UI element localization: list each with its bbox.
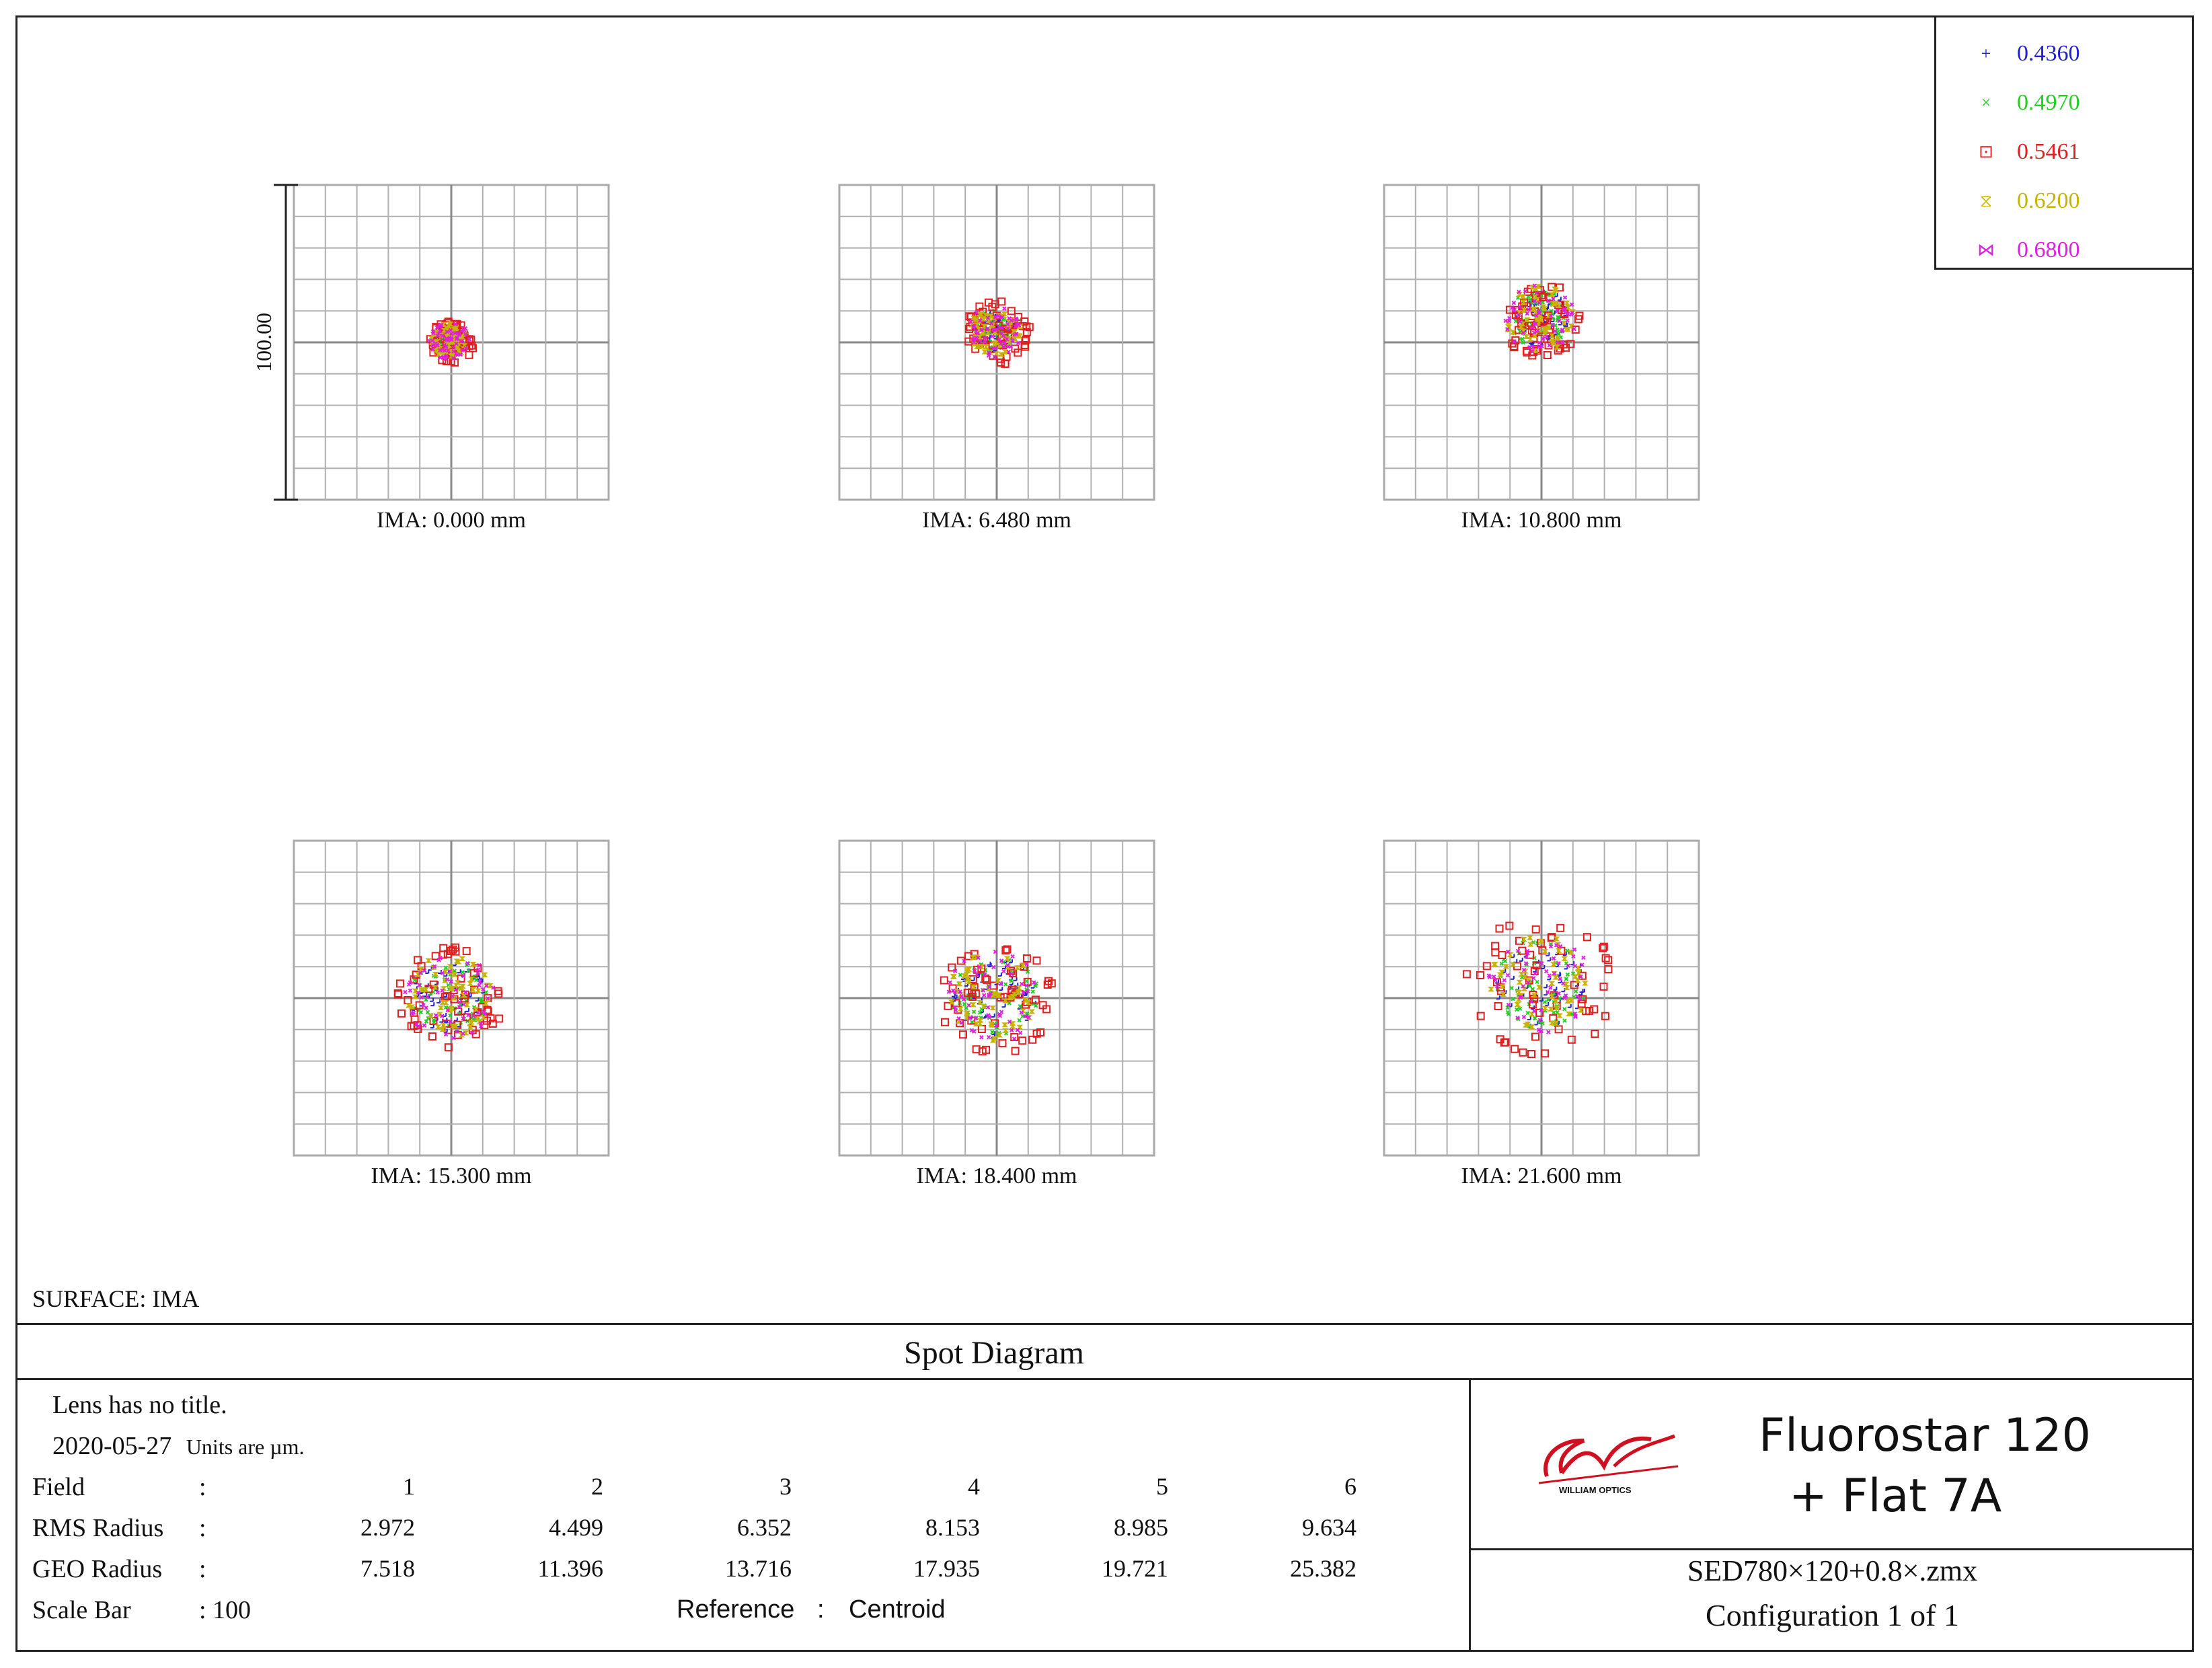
reference-colon: : <box>817 1595 825 1624</box>
scale-bar-label: 100.00 <box>252 313 276 372</box>
legend-entry: ⊡ 0.5461 <box>1977 139 2080 165</box>
field-number: 2 <box>591 1473 603 1500</box>
legend-label: 0.4360 <box>2017 41 2080 66</box>
lens-title: Lens has no title. <box>52 1391 227 1419</box>
legend-label: 0.6200 <box>2017 188 2080 213</box>
field-row-label: Field <box>32 1473 85 1501</box>
rms-radius-value: 2.972 <box>360 1514 415 1541</box>
spot-series <box>946 949 1036 1041</box>
geo-radius-value: 25.382 <box>1290 1555 1357 1582</box>
divider-vertical <box>1469 1378 1471 1652</box>
date-label: 2020-05-27 Units are µm. <box>52 1431 305 1461</box>
legend-marker: × <box>1981 93 1991 112</box>
date-value: 2020-05-27 <box>52 1432 172 1460</box>
reference-label: Reference <box>677 1595 795 1624</box>
geo-radius-value: 13.716 <box>725 1555 792 1582</box>
spot-series <box>403 955 496 1040</box>
legend-marker: ⧖ <box>1979 190 1993 211</box>
field-number: 5 <box>1156 1473 1168 1500</box>
rms-row-colon: : <box>199 1514 206 1542</box>
units-label: Units are µm. <box>186 1435 305 1459</box>
surface-label: SURFACE: IMA <box>32 1285 200 1312</box>
geo-radius-value: 17.935 <box>913 1555 980 1582</box>
scale-bar-row-label: Scale Bar <box>32 1596 131 1624</box>
scale-bar-row-value: : 100 <box>199 1596 252 1624</box>
spot-series <box>948 954 1036 1043</box>
wavelength-legend: +0.4360 × 0.4970 ⊡ 0.5461 ⧖ 0.6200 ⋈ 0.6800 <box>1934 15 2194 270</box>
legend-label: 0.4970 <box>2017 90 2080 115</box>
legend-label: 0.5461 <box>2017 139 2080 164</box>
spot-series <box>1486 943 1586 1034</box>
divider-top <box>15 1323 2194 1325</box>
field-number: 4 <box>968 1473 980 1500</box>
legend-label: 0.6800 <box>2017 237 2080 262</box>
field-number: 3 <box>779 1473 792 1500</box>
field-label: IMA: 21.600 mm <box>1461 1164 1622 1188</box>
spot-plot <box>1383 184 1700 501</box>
rms-radius-value: 8.153 <box>925 1514 980 1541</box>
field-label: IMA: 18.400 mm <box>916 1164 1077 1188</box>
geo-radius-value: 19.721 <box>1102 1555 1168 1582</box>
geo-radius-value: 7.518 <box>360 1555 415 1582</box>
scale-bar: 100.00 <box>252 184 298 501</box>
legend-entry: +0.4360 <box>1977 41 2080 67</box>
svg-text:WILLIAM OPTICS: WILLIAM OPTICS <box>1559 1485 1632 1495</box>
rms-radius-value: 9.634 <box>1302 1514 1357 1541</box>
legend-entry: ⧖ 0.6200 <box>1977 188 2080 214</box>
spot-plot <box>838 184 1155 501</box>
field-number: 1 <box>403 1473 415 1500</box>
field-label: IMA: 6.480 mm <box>922 508 1071 533</box>
field-number: 6 <box>1344 1473 1357 1500</box>
rms-radius-value: 8.985 <box>1114 1514 1168 1541</box>
divider-titleblock <box>1471 1548 2194 1550</box>
chart-title: Spot Diagram <box>904 1335 1084 1371</box>
spot-plot <box>293 184 610 501</box>
page-frame <box>15 15 2194 1652</box>
spot-plot <box>838 839 1155 1157</box>
reference-value: Centroid <box>849 1595 946 1624</box>
legend-marker: ⋈ <box>1977 240 1995 260</box>
legend-entry: × 0.4970 <box>1977 90 2080 116</box>
geo-radius-value: 11.396 <box>537 1555 603 1582</box>
divider-title <box>15 1378 2194 1380</box>
rms-radius-value: 4.499 <box>549 1514 603 1541</box>
spot-plot <box>1383 839 1700 1157</box>
configuration-label: Configuration 1 of 1 <box>1706 1598 1959 1632</box>
field-label: IMA: 10.800 mm <box>1461 508 1622 533</box>
spot-plot <box>293 839 610 1157</box>
field-label: IMA: 15.300 mm <box>371 1164 532 1188</box>
product-name-line1: Fluorostar 120 <box>1759 1409 2091 1462</box>
legend-marker: + <box>1981 44 1991 63</box>
geo-row-label: GEO Radius <box>32 1555 163 1583</box>
spot-series <box>427 321 472 361</box>
rms-row-label: RMS Radius <box>32 1514 164 1542</box>
legend-marker: ⊡ <box>1979 142 1993 161</box>
geo-row-colon: : <box>199 1555 206 1583</box>
legend-entry: ⋈ 0.6800 <box>1977 237 2080 263</box>
spot-series <box>968 306 1022 359</box>
field-label: IMA: 0.000 mm <box>377 508 526 533</box>
spot-series <box>1503 283 1576 354</box>
william-optics-logo: WILLIAM OPTICS <box>1533 1419 1688 1500</box>
file-name: SED780×120+0.8×.zmx <box>1687 1554 1978 1587</box>
product-name-line2: + Flat 7A <box>1789 1470 2002 1523</box>
field-row-colon: : <box>199 1473 206 1501</box>
rms-radius-value: 6.352 <box>737 1514 792 1541</box>
